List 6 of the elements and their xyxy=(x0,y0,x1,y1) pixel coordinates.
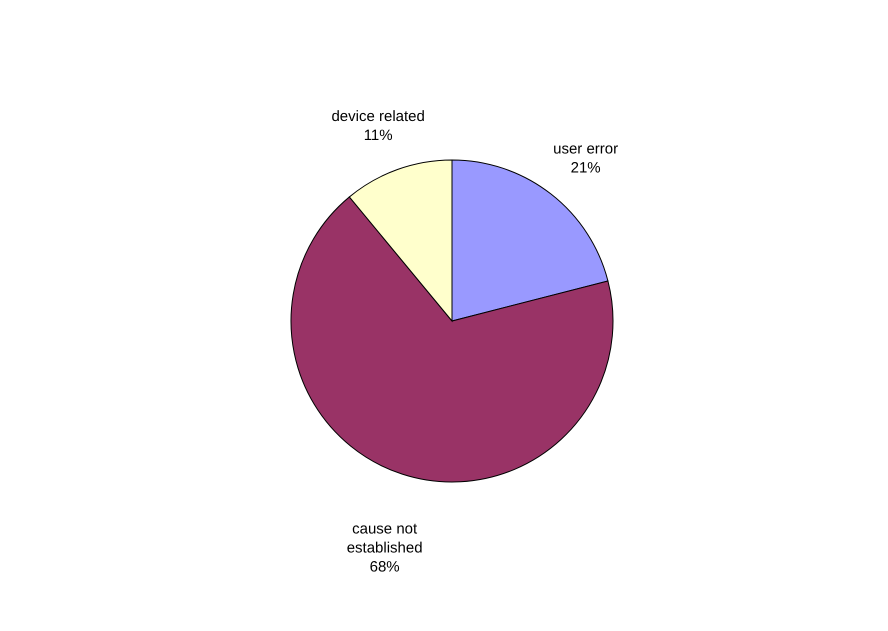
slice-label: device related xyxy=(331,108,425,125)
slice-label: user error xyxy=(553,140,618,158)
slice-label: cause not established xyxy=(346,520,423,556)
data-label: 21% xyxy=(570,160,601,177)
data-label: 68% xyxy=(370,558,400,576)
data-label: 11% xyxy=(364,126,393,144)
